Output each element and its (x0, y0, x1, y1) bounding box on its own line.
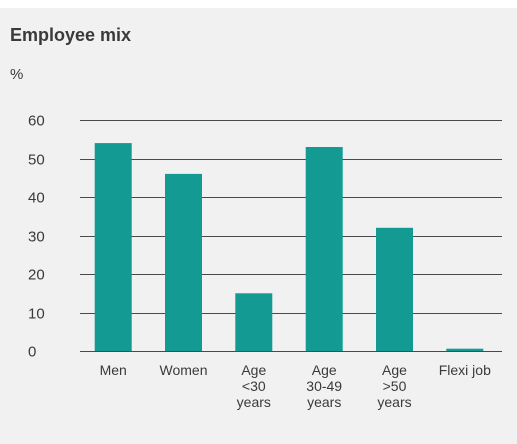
y-tick-label: 0 (28, 344, 36, 361)
x-category-label: Age <30 years (237, 362, 271, 410)
y-tick-label: 30 (28, 229, 45, 246)
bar (165, 173, 202, 351)
x-category-label: Women (160, 362, 208, 378)
bar (235, 293, 273, 352)
bar (376, 227, 413, 351)
chart-panel (0, 8, 517, 444)
bar (305, 147, 343, 351)
grid-lines (80, 120, 502, 352)
bars (94, 143, 484, 352)
chart-title: Employee mix (10, 25, 132, 45)
x-category-label: Age >50 years (377, 362, 411, 410)
x-category-label: Flexi job (439, 362, 491, 378)
bar (94, 143, 132, 351)
y-unit-label: % (10, 66, 24, 83)
y-axis-ticks: 0 10 20 30 40 50 60 (28, 113, 45, 361)
y-tick-label: 20 (28, 267, 45, 284)
bar (446, 348, 484, 351)
y-tick-label: 10 (28, 306, 45, 323)
x-category-label: Men (100, 362, 127, 378)
y-tick-label: 60 (28, 113, 45, 130)
x-category-label: Age 30-49 years (306, 362, 342, 410)
y-tick-label: 40 (28, 190, 45, 207)
y-tick-label: 50 (28, 152, 45, 169)
x-axis-categories: Men Women Age <30 years Age 30-49 years Age >50 ye… (100, 362, 491, 410)
